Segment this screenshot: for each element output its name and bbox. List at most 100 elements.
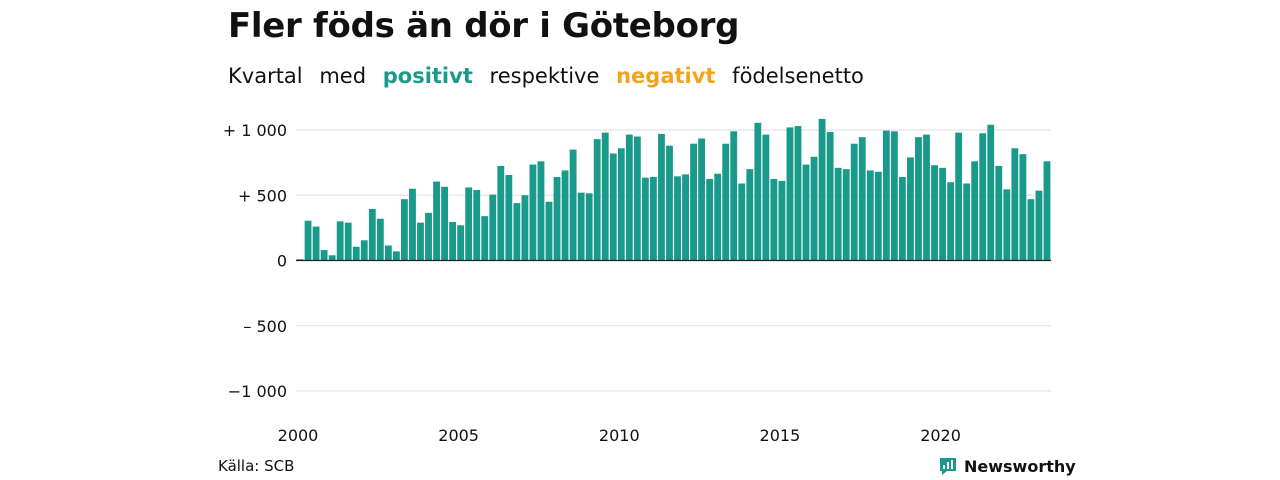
bar (939, 167, 946, 261)
bar (1035, 190, 1043, 261)
bar (489, 194, 497, 261)
bar (770, 178, 778, 261)
x-tick-label: 2020 (920, 426, 961, 445)
bar (794, 126, 802, 261)
bar (336, 221, 344, 261)
bar (529, 164, 537, 261)
bar (304, 220, 312, 261)
y-tick-label: −1 000 (228, 382, 287, 401)
bar (738, 183, 746, 261)
bar (553, 176, 561, 261)
bar (890, 131, 898, 261)
bar (409, 188, 416, 261)
bar (682, 174, 689, 261)
bar (826, 131, 834, 261)
y-tick-label: – 500 (243, 317, 287, 336)
bar (818, 118, 826, 261)
bar (521, 195, 529, 261)
bar (979, 133, 987, 261)
bar (898, 176, 906, 261)
bar (384, 245, 392, 261)
bar (842, 169, 850, 261)
bar-chart: + 1 000 + 500 0 – 500 −1 000 2000 2005 2010 2015… (223, 118, 1051, 445)
newsworthy-logo: Newsworthy (938, 456, 1076, 476)
bar (1043, 161, 1051, 261)
x-tick-label: 2010 (599, 426, 640, 445)
bar (449, 222, 457, 261)
bar (955, 132, 963, 261)
subtitle-word: respektive (489, 64, 600, 88)
bar (537, 161, 545, 261)
bar (722, 143, 730, 261)
bar (858, 137, 866, 261)
bar (352, 246, 360, 261)
bar (778, 180, 786, 261)
bar (802, 164, 810, 261)
bar (834, 167, 842, 261)
bar (971, 161, 979, 261)
bar (296, 259, 304, 261)
bar (473, 190, 481, 261)
bar (320, 250, 328, 261)
bar (786, 127, 794, 261)
x-tick-label: 2000 (278, 426, 319, 445)
chart-title: Fler föds än dör i Göteborg (228, 6, 740, 46)
bar (714, 173, 722, 261)
bar (1003, 189, 1011, 261)
bar (601, 132, 609, 261)
bar (674, 176, 681, 261)
bar (441, 186, 448, 261)
subtitle-word: med (319, 64, 367, 88)
brand-name: Newsworthy (964, 456, 1076, 476)
bar (625, 134, 633, 261)
bar (368, 208, 376, 261)
bar (658, 133, 665, 261)
bar (545, 201, 553, 261)
bar (947, 182, 955, 261)
bar (1011, 148, 1019, 261)
bar (666, 145, 673, 261)
source-note: Källa: SCB (218, 457, 295, 475)
chart-subtitle: Kvartal med positivt respektive negativt… (228, 64, 874, 88)
bar (850, 143, 858, 261)
bar (360, 240, 368, 261)
y-tick-label: 0 (277, 252, 287, 271)
bar (1019, 154, 1027, 261)
bar (577, 192, 585, 261)
bar (746, 169, 754, 261)
bar (481, 216, 489, 261)
subtitle-negative: negativt (616, 64, 716, 88)
subtitle-word: födelsenetto (732, 64, 864, 88)
bar (995, 165, 1003, 261)
bar (513, 203, 521, 261)
bar (497, 165, 505, 261)
bar (376, 218, 384, 261)
bar (465, 187, 473, 261)
bar (882, 130, 890, 261)
bar (609, 153, 617, 261)
bar (417, 222, 424, 261)
bar (593, 139, 601, 261)
bar (561, 170, 569, 261)
bar (907, 157, 914, 261)
bar (569, 149, 577, 261)
y-tick-label: + 500 (238, 186, 287, 205)
bar (987, 124, 995, 261)
bar (433, 181, 440, 261)
bar (457, 225, 465, 261)
bar (931, 165, 938, 261)
bar (641, 177, 649, 261)
bar (425, 212, 432, 261)
chart-icon (940, 458, 956, 475)
subtitle-word: Kvartal (228, 64, 303, 88)
y-tick-label: + 1 000 (223, 121, 287, 140)
bar (401, 199, 408, 261)
x-tick-label: 2015 (760, 426, 801, 445)
x-tick-label: 2005 (438, 426, 479, 445)
bar (617, 148, 625, 261)
bar (754, 122, 762, 261)
bar (392, 251, 400, 261)
bar (1027, 199, 1035, 261)
bar (585, 193, 593, 261)
bar (762, 134, 770, 261)
